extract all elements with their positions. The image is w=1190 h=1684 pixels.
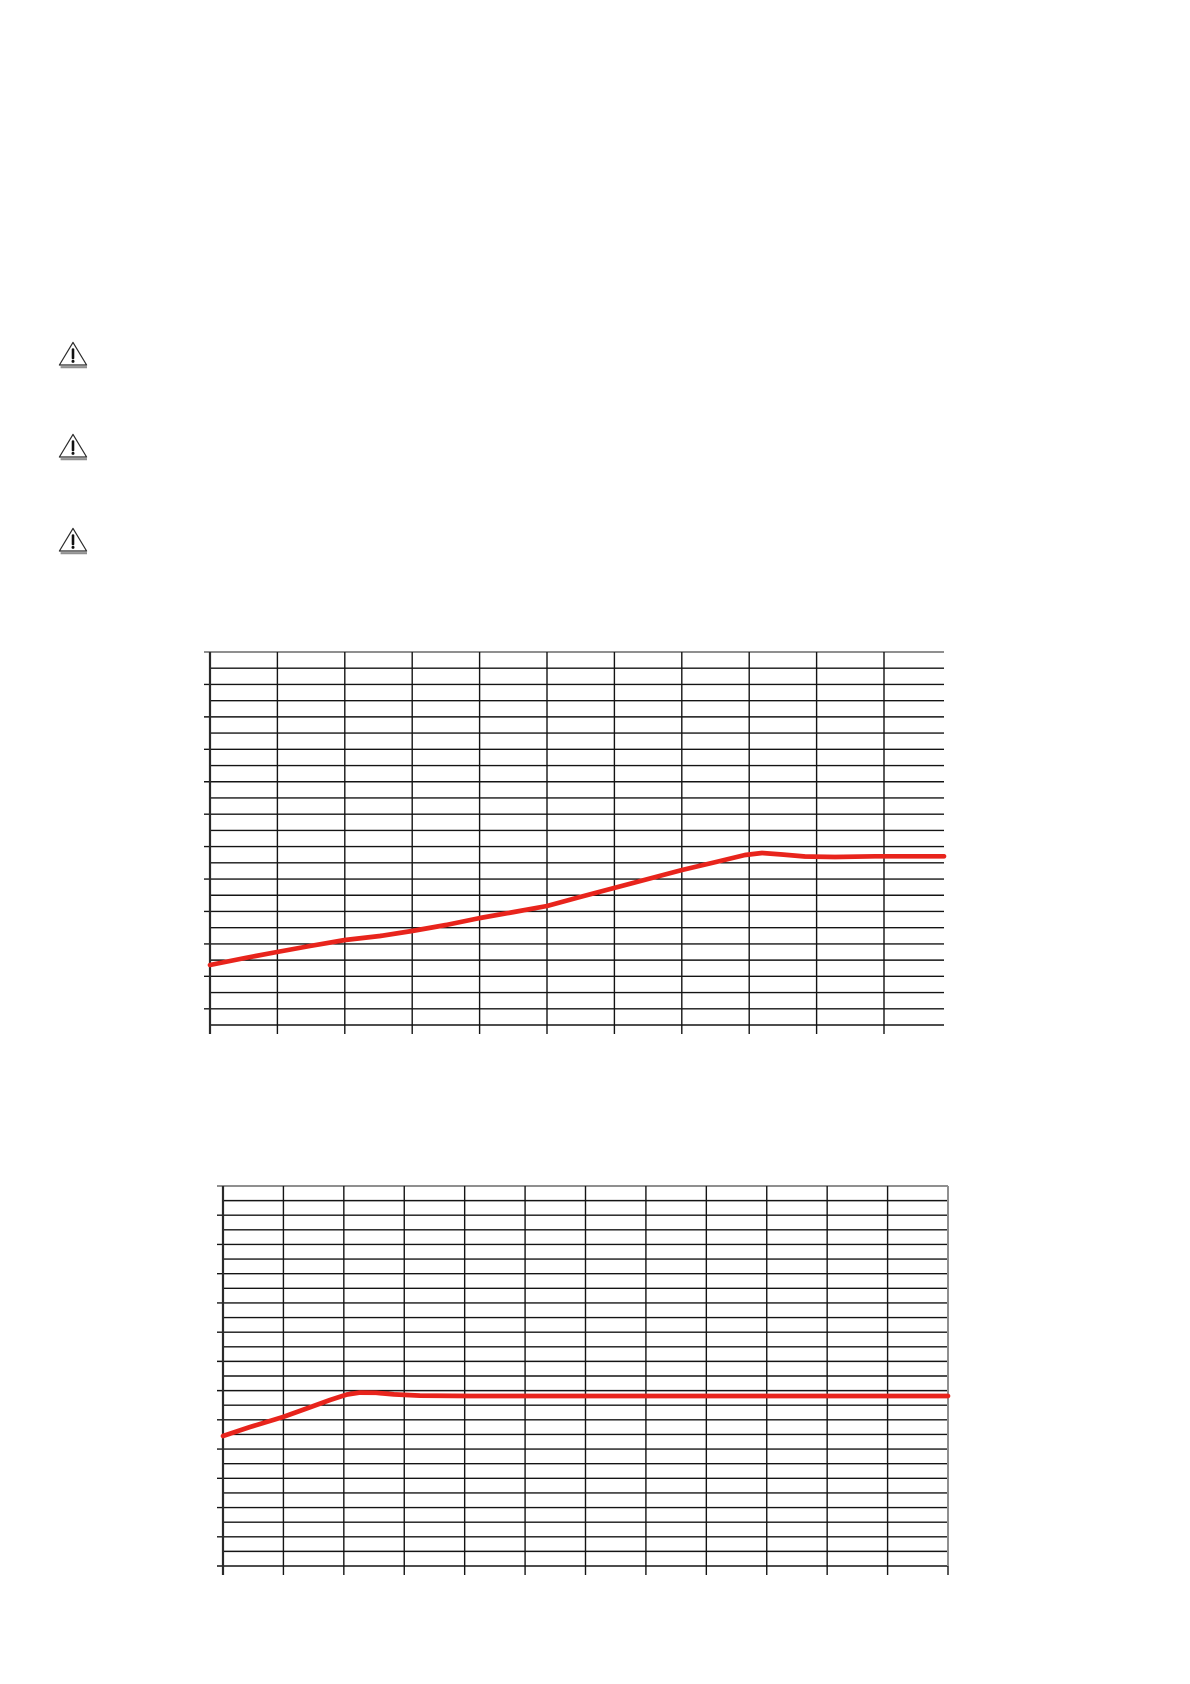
warning-icon bbox=[58, 527, 88, 555]
warning-icon bbox=[58, 341, 88, 369]
warning-icon bbox=[58, 433, 88, 461]
